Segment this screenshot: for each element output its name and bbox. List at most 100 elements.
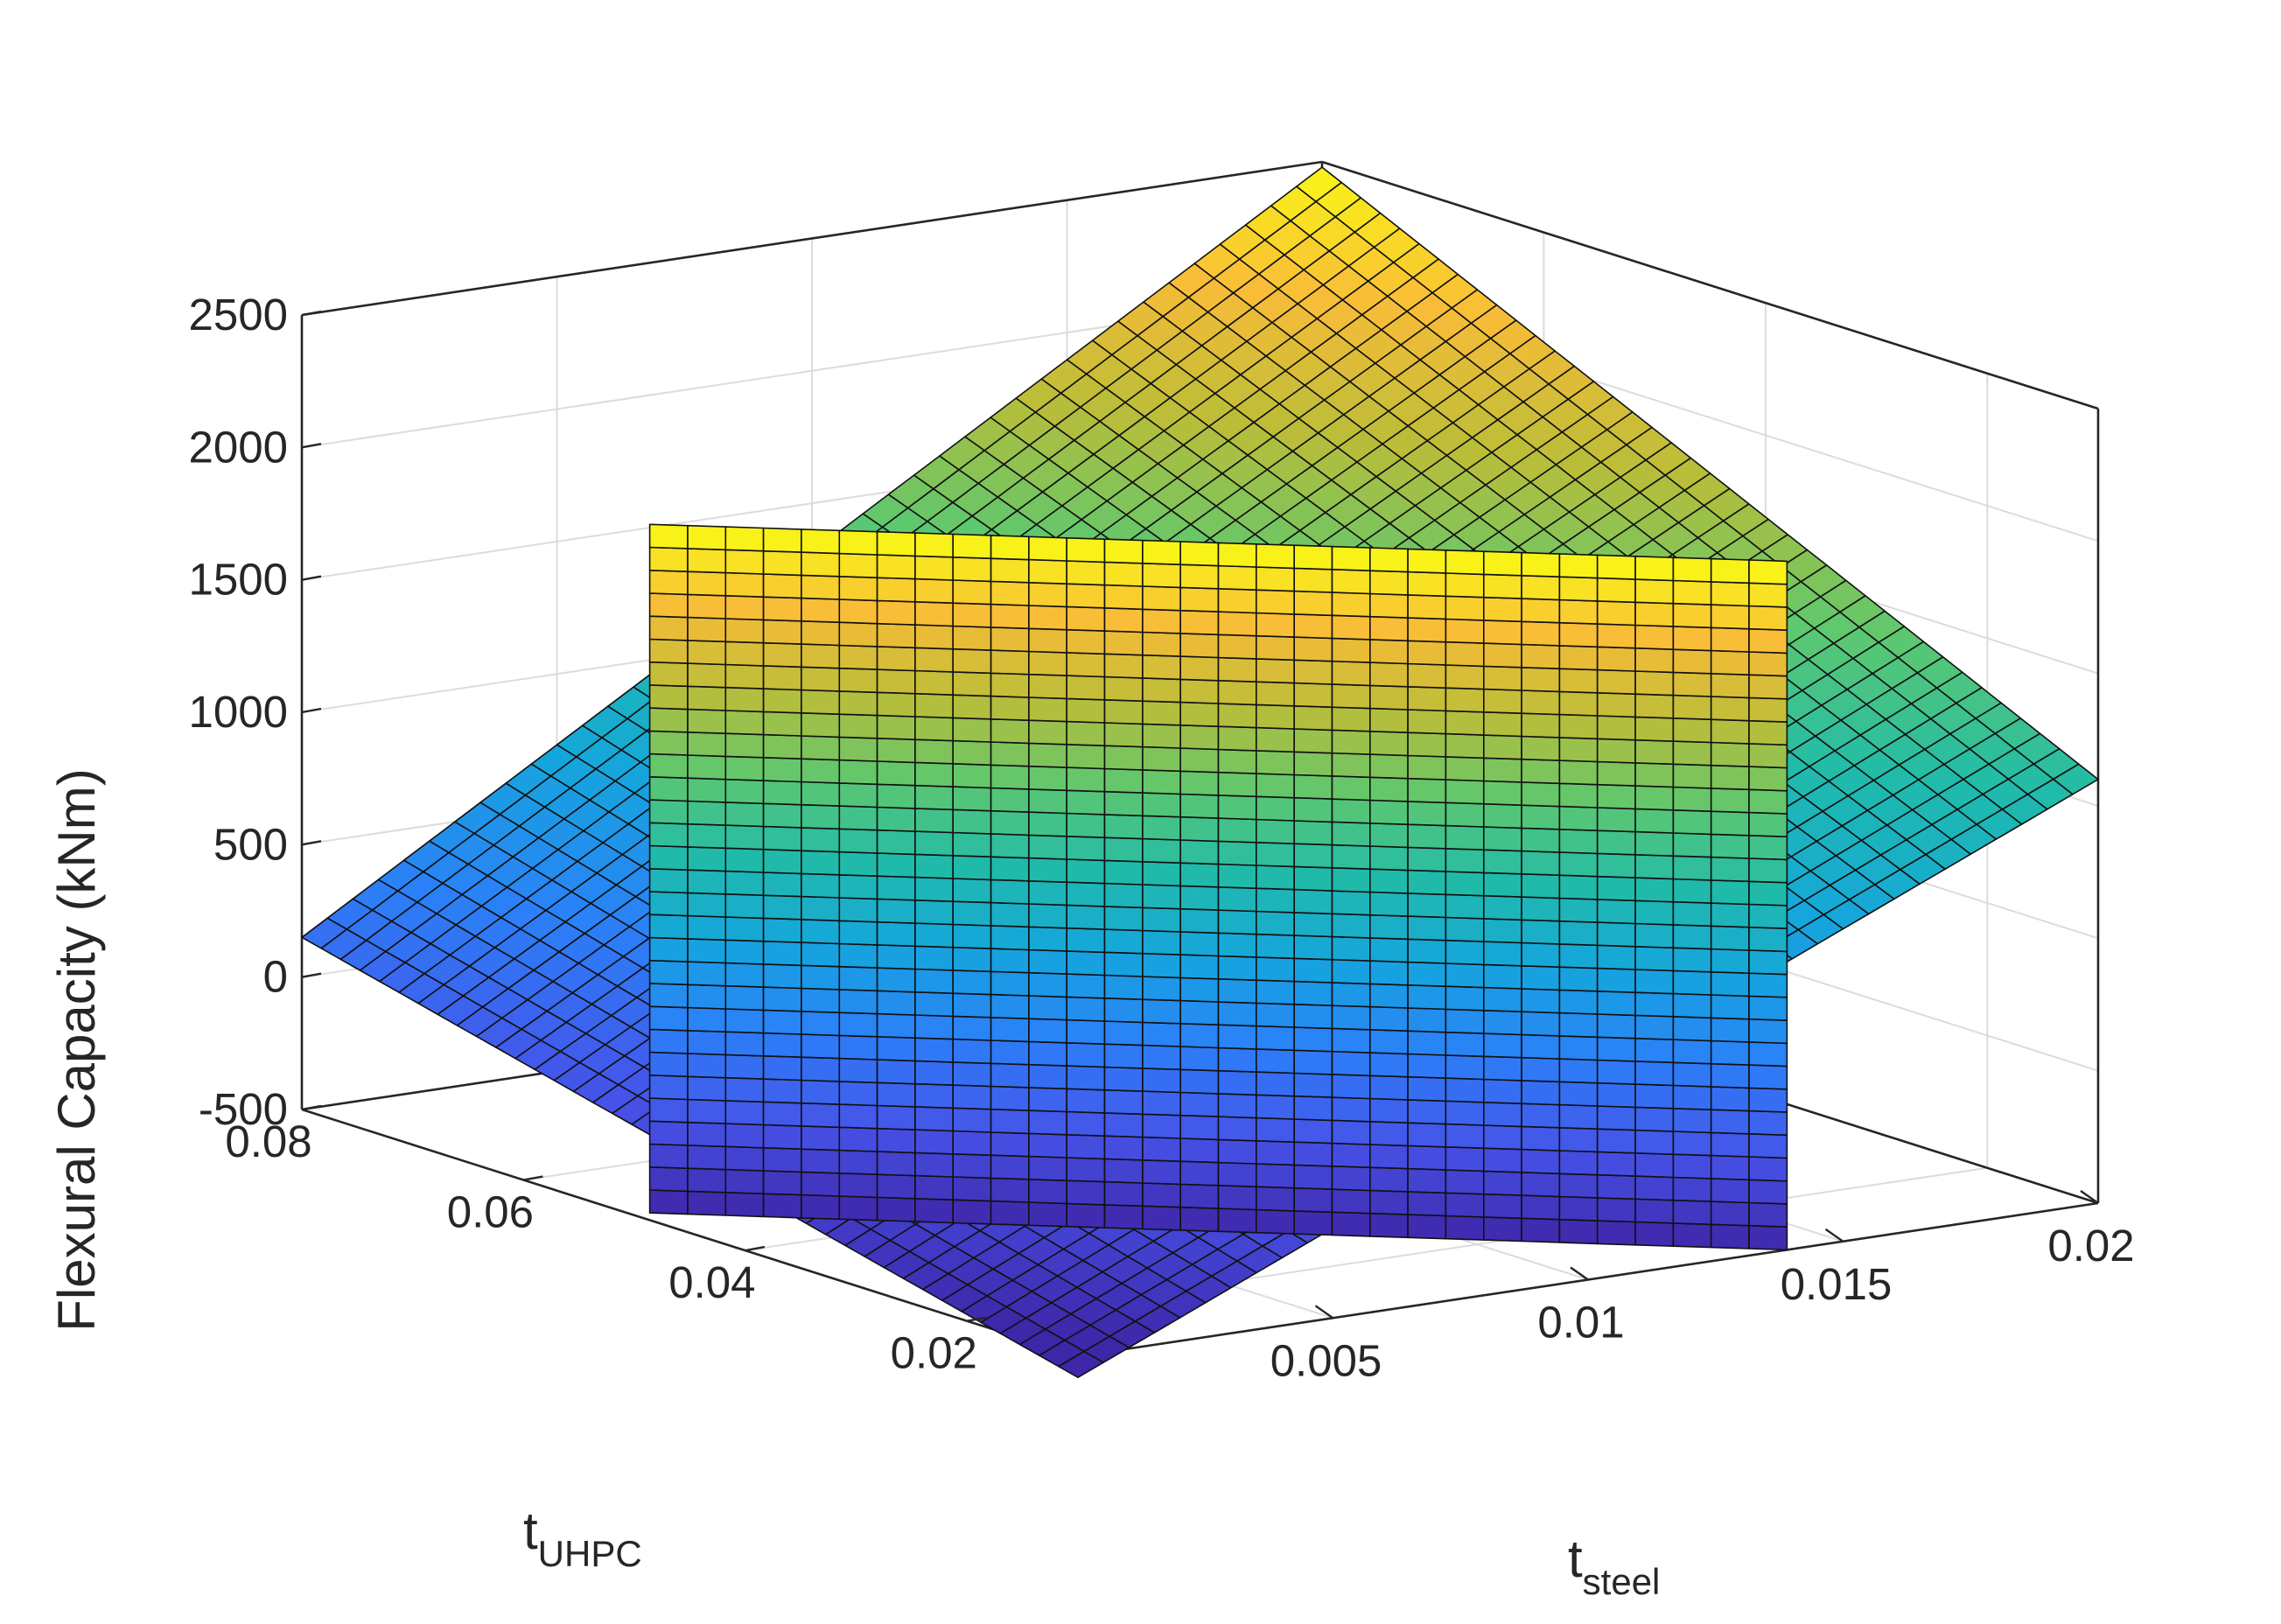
surface-cell	[1066, 697, 1106, 724]
surface-cell	[1369, 684, 1409, 710]
surface-cell	[1710, 1062, 1750, 1089]
surface-cell	[1672, 1222, 1712, 1249]
surface-cell	[1179, 724, 1220, 751]
surface-cell	[1066, 996, 1106, 1022]
surface-cell	[1293, 1095, 1333, 1122]
surface-cell	[876, 1151, 916, 1177]
surface-cell	[1369, 662, 1409, 688]
surface-cell	[1596, 738, 1636, 764]
surface-cell	[1407, 640, 1447, 666]
surface-cell	[838, 942, 878, 969]
surface-cell	[914, 1174, 954, 1200]
surface-cell	[1066, 1157, 1106, 1183]
z-tick-label: 500	[213, 819, 288, 869]
surface-cell	[1634, 830, 1675, 858]
x-axis-title: tsteel	[1568, 1530, 1660, 1602]
surface-cell	[1672, 671, 1712, 697]
surface-cell	[1407, 961, 1447, 987]
surface-cell	[1596, 1220, 1636, 1246]
surface-cell	[1521, 1033, 1561, 1060]
surface-cell	[724, 1100, 765, 1126]
surface-cell	[1179, 1114, 1220, 1141]
surface-cell	[1331, 821, 1371, 847]
surface-cell	[990, 580, 1030, 606]
surface-cell	[1521, 1102, 1561, 1129]
surface-cell	[1521, 896, 1561, 922]
surface-cell	[1369, 1144, 1409, 1170]
surface-cell	[876, 920, 916, 948]
surface-cell	[914, 716, 954, 742]
surface-cell	[952, 923, 992, 949]
surface-cell	[1217, 863, 1257, 890]
surface-cell	[1028, 1155, 1067, 1181]
surface-cell	[990, 1177, 1030, 1203]
surface-cell	[1217, 840, 1257, 866]
surface-cell	[1179, 1183, 1220, 1209]
surface-cell	[687, 938, 727, 964]
surface-cell	[914, 578, 954, 605]
surface-cell	[1179, 1138, 1220, 1164]
surface-cell	[952, 946, 992, 973]
surface-cell	[1483, 1193, 1522, 1220]
surface-cell	[1710, 994, 1750, 1020]
surface-cell	[1483, 688, 1522, 715]
surface-cell	[1369, 1074, 1409, 1101]
surface-cell	[1596, 852, 1636, 878]
surface-cell	[801, 1125, 841, 1152]
surface-cell	[1331, 1119, 1371, 1145]
surface-cell	[1142, 837, 1181, 864]
surface-cell	[1331, 1004, 1371, 1031]
surface-cell	[876, 875, 916, 901]
surface-cell	[1217, 587, 1257, 614]
surface-cell	[687, 708, 727, 735]
surface-cell	[687, 1053, 727, 1079]
surface-cell	[687, 777, 727, 803]
surface-cell	[1142, 1090, 1181, 1116]
surface-cell	[1217, 817, 1257, 844]
surface-cell	[1103, 882, 1144, 909]
surface-cell	[1142, 654, 1181, 681]
surface-cell	[1256, 818, 1295, 845]
surface-cell	[1483, 642, 1522, 668]
surface-cell	[838, 713, 878, 739]
surface-cell	[838, 690, 878, 717]
surface-cell	[1369, 753, 1409, 780]
surface-cell	[1634, 1060, 1675, 1087]
surface-cell	[1293, 843, 1333, 869]
surface-cell	[1217, 886, 1257, 913]
surface-cell	[1634, 1014, 1675, 1040]
surface-cell	[1369, 1097, 1409, 1124]
surface-cell	[1066, 858, 1106, 885]
surface-cell	[838, 989, 878, 1015]
surface-cell	[1256, 1163, 1295, 1189]
surface-cell	[1179, 839, 1220, 865]
surface-cell	[1103, 745, 1144, 771]
y-tick-label: 0.06	[447, 1187, 534, 1237]
surface-cell	[1407, 938, 1447, 964]
surface-cell	[1596, 1082, 1636, 1109]
surface-cell	[952, 671, 992, 697]
surface-cell	[1710, 1017, 1750, 1043]
surface-cell	[687, 1190, 727, 1216]
surface-cell	[1445, 1146, 1485, 1172]
surface-cell	[1217, 679, 1257, 706]
vertical-plane	[648, 523, 1788, 1251]
surface-cell	[1672, 602, 1712, 629]
surface-cell	[801, 735, 841, 761]
surface-cell	[724, 824, 765, 850]
surface-cell	[1596, 691, 1636, 718]
surface-cell	[914, 555, 954, 581]
surface-cell	[990, 878, 1030, 905]
surface-cell	[1293, 1164, 1333, 1190]
surface-cell	[1028, 834, 1067, 860]
surface-cell	[838, 575, 878, 602]
surface-cell	[1256, 841, 1295, 868]
surface-cell	[990, 764, 1030, 790]
surface-cell	[648, 752, 689, 780]
y-tick-mark	[745, 1245, 766, 1252]
surface-cell	[952, 1061, 992, 1088]
surface-cell	[1066, 1088, 1106, 1114]
surface-cell	[1445, 779, 1485, 805]
surface-cell	[952, 762, 992, 789]
surface-cell	[1558, 760, 1599, 786]
